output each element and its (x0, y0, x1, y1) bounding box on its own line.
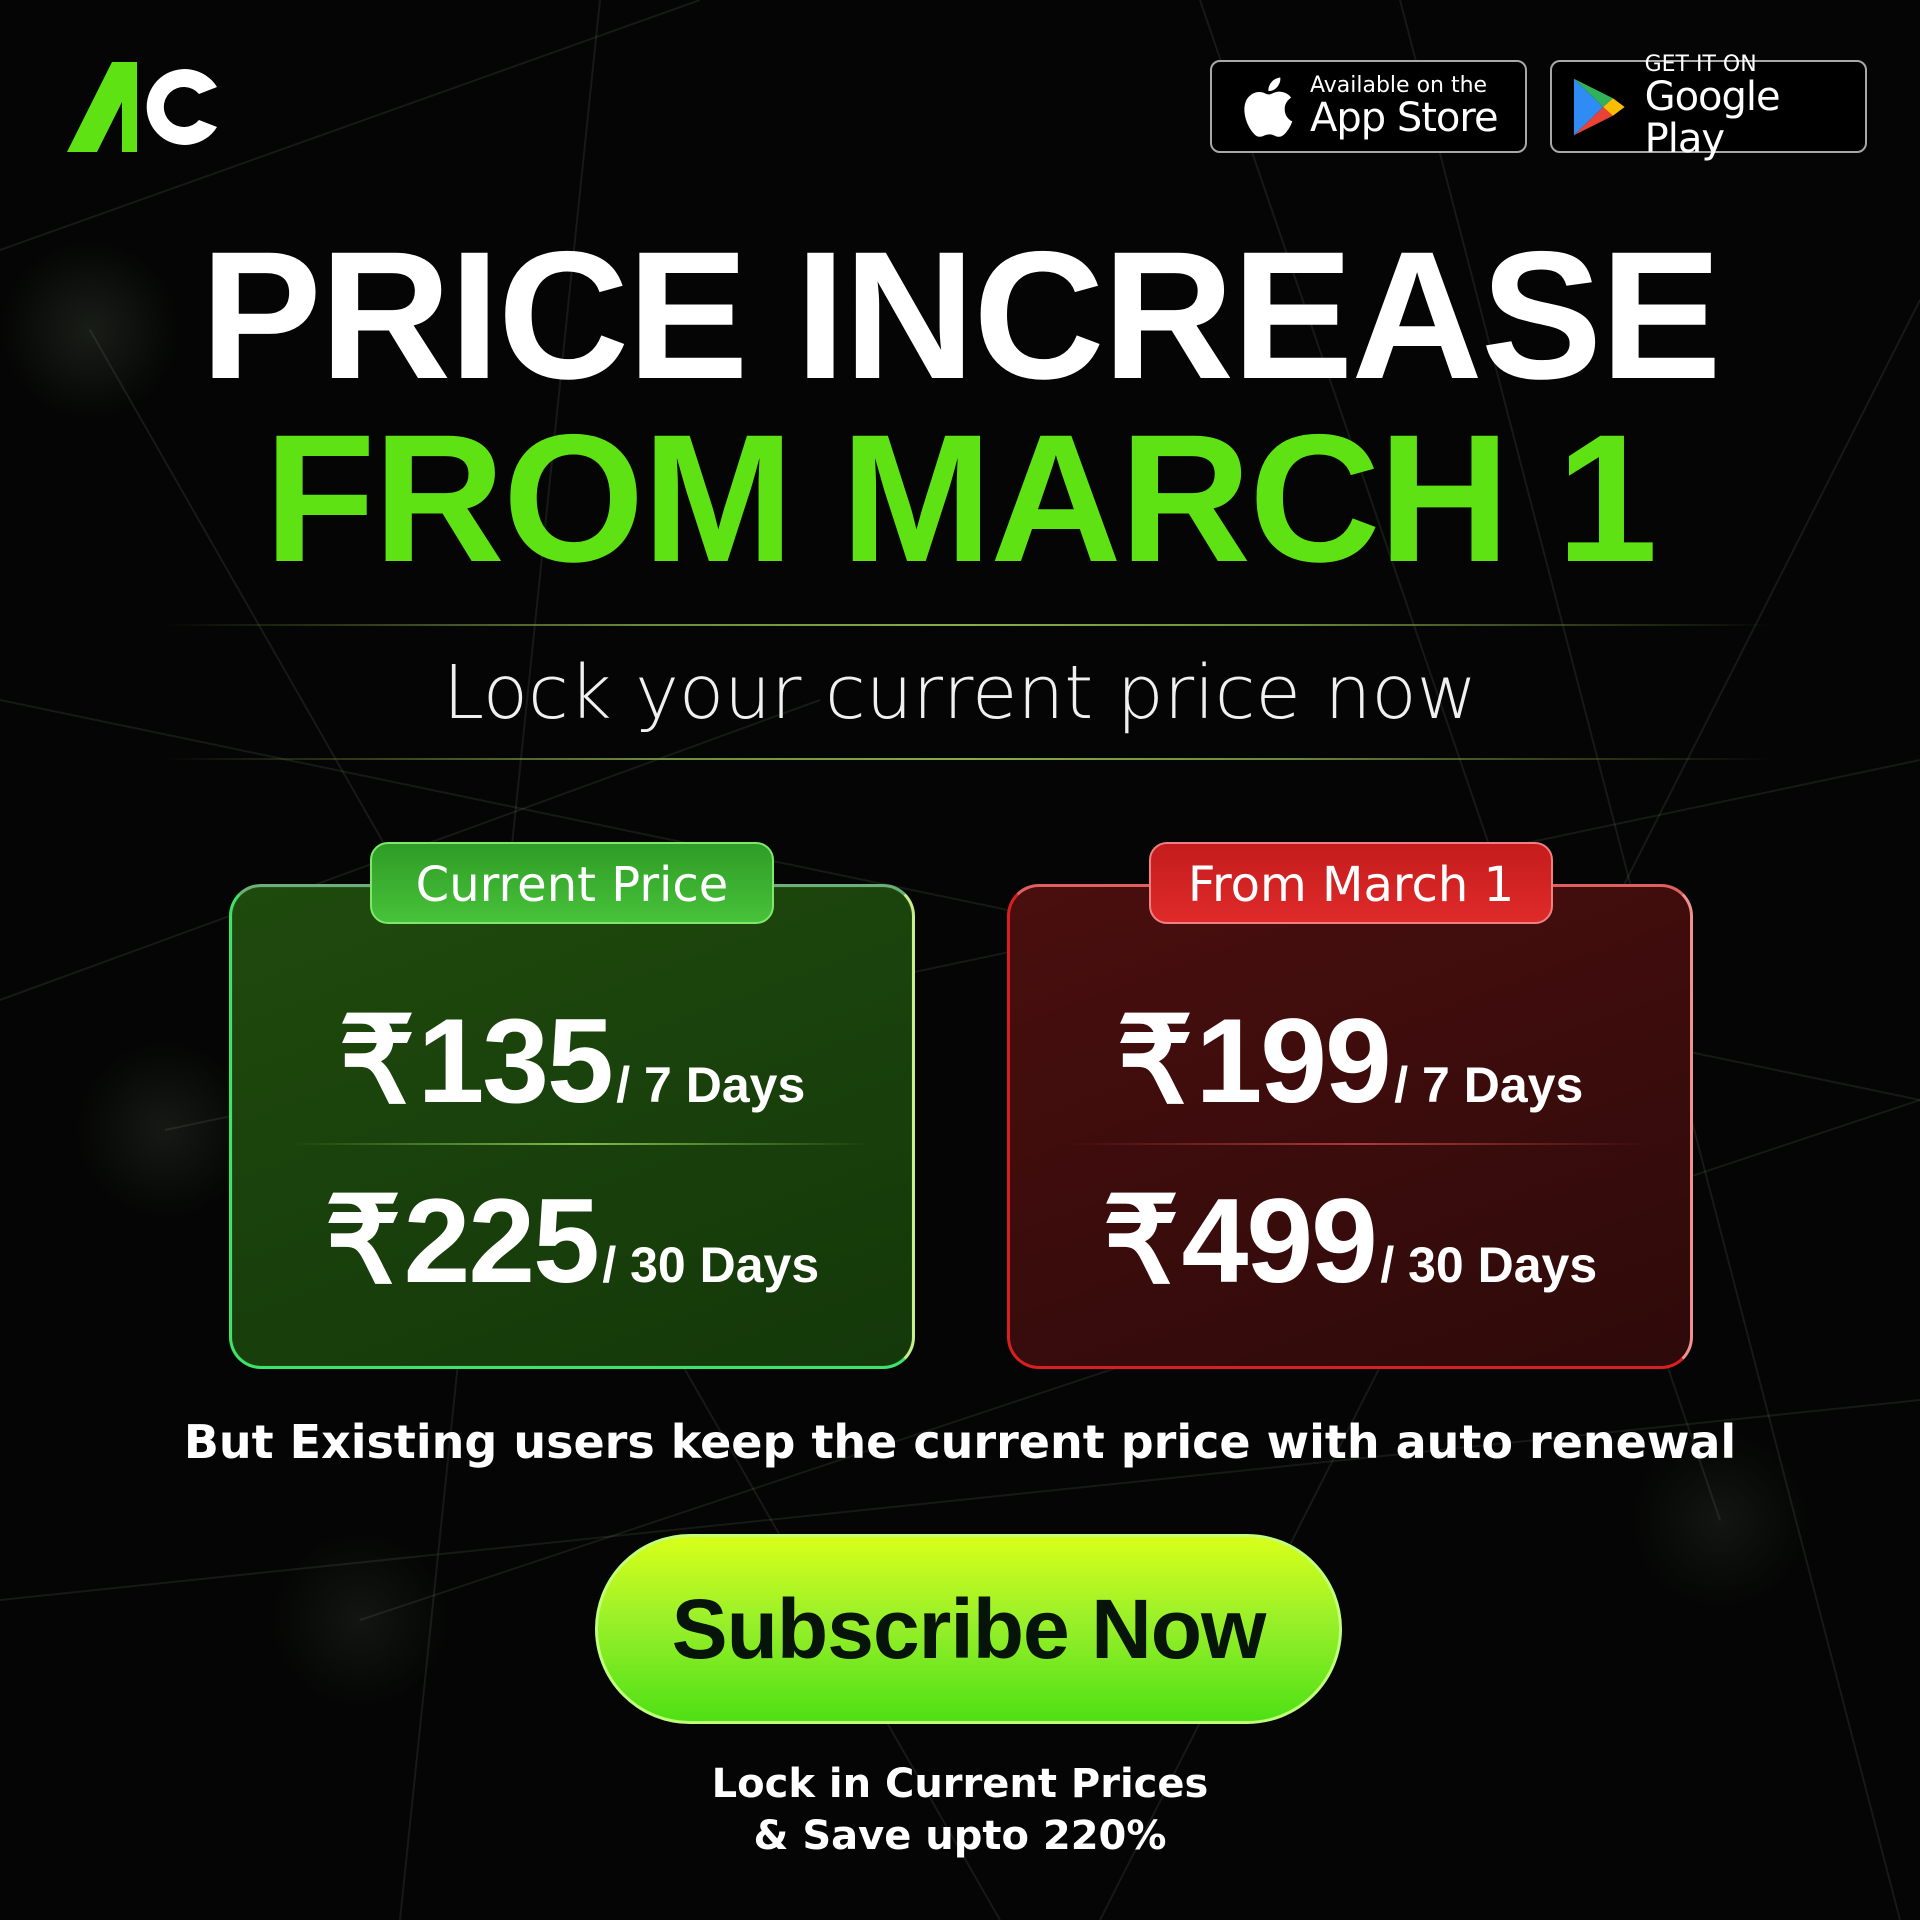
future-price-30-days: ₹ 499 / 30 Days (1010, 1172, 1690, 1311)
app-store-small: Available on the (1310, 72, 1488, 98)
card-divider (292, 1143, 872, 1145)
headline-line-1: PRICE INCREASE (200, 213, 1721, 417)
current-price-30-days: ₹ 225 / 30 Days (232, 1172, 912, 1311)
current-price-tag: Current Price (370, 842, 774, 924)
google-play-big: Google Play (1644, 73, 1781, 162)
subscribe-now-button[interactable]: Subscribe Now (595, 1534, 1342, 1724)
price-period: / 30 Days (602, 1237, 820, 1293)
price-amount: 135 (417, 994, 614, 1128)
currency-symbol: ₹ (1116, 994, 1193, 1128)
app-store-badge[interactable]: Available on the App Store (1210, 60, 1527, 153)
price-amount: 499 (1181, 1174, 1378, 1308)
price-period: / 30 Days (1380, 1237, 1598, 1293)
currency-symbol: ₹ (1102, 1174, 1179, 1308)
google-play-small: GET IT ON (1644, 51, 1757, 77)
footer-line-2: & Save upto 220% (753, 1813, 1167, 1859)
price-amount: 199 (1195, 994, 1392, 1128)
current-price-7-days: ₹ 135 / 7 Days (232, 992, 912, 1131)
bottom-divider (159, 758, 1776, 760)
apple-icon (1244, 76, 1293, 137)
price-period: / 7 Days (1394, 1057, 1584, 1113)
price-period: / 7 Days (616, 1057, 806, 1113)
price-amount: 225 (403, 1174, 600, 1308)
future-price-7-days: ₹ 199 / 7 Days (1010, 992, 1690, 1131)
subtitle: Lock your current price now (442, 650, 1478, 736)
top-divider (159, 624, 1776, 626)
footer-line-1: Lock in Current Prices (711, 1761, 1209, 1807)
future-price-tag: From March 1 (1149, 842, 1553, 924)
future-price-card: ₹ 199 / 7 Days ₹ 499 / 30 Days (1007, 884, 1693, 1369)
google-play-badge[interactable]: GET IT ON Google Play (1550, 53, 1867, 160)
existing-users-note: But Existing users keep the current pric… (183, 1415, 1737, 1469)
currency-symbol: ₹ (338, 994, 415, 1128)
headline-line-2: FROM MARCH 1 (264, 396, 1657, 600)
currency-symbol: ₹ (324, 1174, 401, 1308)
current-price-card: ₹ 135 / 7 Days ₹ 225 / 30 Days (229, 884, 915, 1369)
card-divider (1070, 1143, 1650, 1145)
app-store-big: App Store (1310, 94, 1499, 141)
google-play-icon (1573, 78, 1625, 135)
ac-logo (67, 62, 217, 152)
